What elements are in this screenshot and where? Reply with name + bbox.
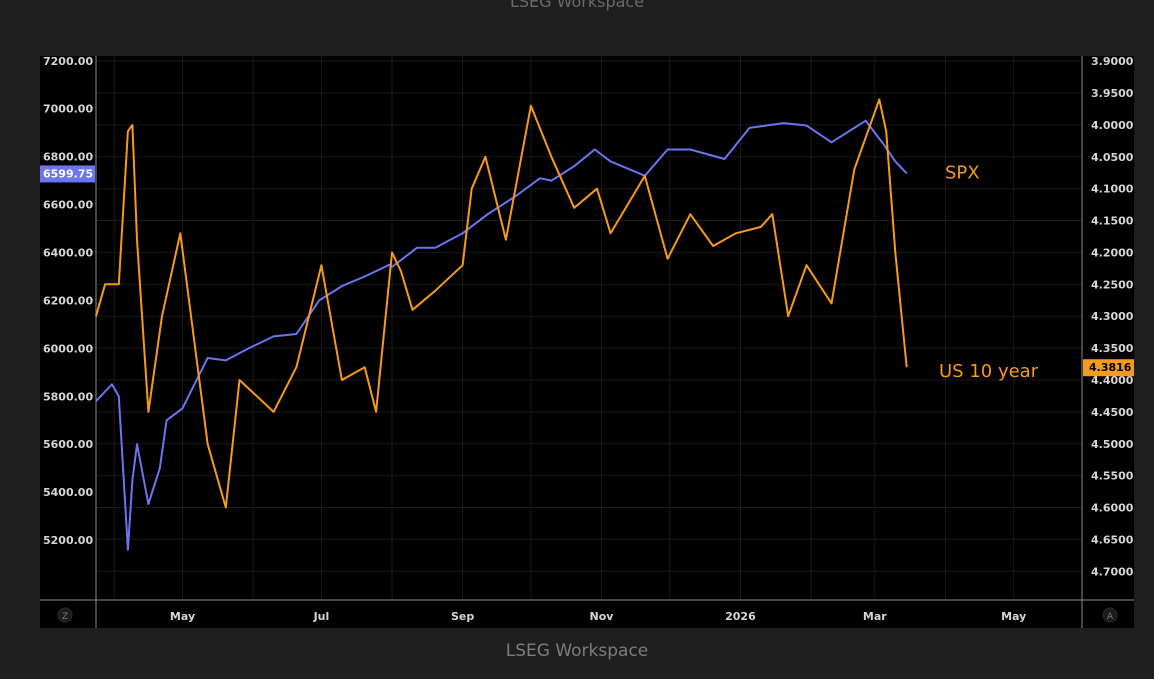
left-axis-tick-label: 6600.00: [43, 199, 93, 212]
zoom-reset-button[interactable]: [57, 607, 73, 623]
x-axis-tick-label: Jul: [313, 610, 330, 623]
series-line-us10y[interactable]: [95, 98, 908, 509]
right-axis-tick-label: 4.4000: [1091, 374, 1134, 387]
left-axis-tick-label: 6200.00: [43, 294, 93, 307]
right-axis-tick-label: 3.9500: [1091, 87, 1134, 100]
right-axis-tick-label: 4.4500: [1091, 406, 1134, 419]
x-axis-tick-label: May: [170, 610, 195, 623]
series-label-us10y: US 10 year: [939, 361, 1039, 382]
watermark-top: LSEG Workspace: [509, 0, 645, 11]
left-axis-tick-label: 7200.00: [43, 56, 93, 68]
right-axis-tick-label: 4.1500: [1091, 215, 1134, 228]
auto-scale-label: A: [1107, 612, 1114, 622]
us10y-last-value-badge: [1083, 359, 1134, 377]
spx-last-value-text: 6599.75: [43, 167, 93, 180]
right-axis-tick-label: 4.1000: [1091, 183, 1134, 196]
right-axis-tick-label: 4.2000: [1091, 246, 1134, 259]
zoom-reset-label: Z: [62, 612, 68, 622]
spx-last-value-badge: [40, 165, 95, 183]
right-axis-tick-label: 4.3500: [1091, 342, 1134, 355]
right-axis-tick-label: 4.6500: [1091, 533, 1134, 546]
watermark-bottom: LSEG Workspace: [505, 641, 649, 661]
right-axis-tick-label: 4.7000: [1091, 565, 1134, 578]
x-axis-tick-label: Mar: [863, 610, 887, 623]
chart-panel[interactable]: 7200.00 7000.00 6800.00 6600.00 6400.00 6200.…: [40, 56, 1134, 628]
right-axis-tick-label: 4.0500: [1091, 151, 1134, 164]
x-axis-tick-label: Sep: [451, 610, 474, 623]
left-axis-tick-label: 7000.00: [43, 103, 93, 116]
right-axis-tick-label: 3.9000: [1091, 56, 1134, 68]
x-axis-tick-label: 2026: [725, 610, 756, 623]
x-axis-tick-label: Nov: [590, 610, 615, 623]
right-axis-tick-label: 4.5500: [1091, 470, 1134, 483]
x-axis-tick-label: May: [1001, 610, 1026, 623]
left-axis-tick-label: 6800.00: [43, 151, 93, 164]
right-axis-tick-label: 4.6000: [1091, 502, 1134, 515]
right-axis-tick-label: 4.5000: [1091, 438, 1134, 451]
us10y-last-value-text: 4.3816: [1089, 361, 1132, 374]
left-axis-tick-label: 6000.00: [43, 342, 93, 355]
left-axis-tick-label: 5200.00: [43, 534, 93, 547]
series-label-spx: SPX: [945, 162, 980, 183]
right-axis-tick-label: 4.2500: [1091, 278, 1134, 291]
series-line-spx[interactable]: [95, 119, 908, 551]
left-axis-tick-label: 6400.00: [43, 247, 93, 260]
left-axis-tick-label: 5600.00: [43, 438, 93, 451]
left-axis-tick-label: 5800.00: [43, 390, 93, 403]
right-axis-tick-label: 4.0000: [1091, 119, 1134, 132]
auto-scale-button[interactable]: [1102, 607, 1118, 623]
chart-svg[interactable]: 7200.00 7000.00 6800.00 6600.00 6400.00 6200.…: [40, 56, 1134, 628]
right-axis-tick-label: 4.3000: [1091, 310, 1134, 323]
left-axis-tick-label: 5400.00: [43, 486, 93, 499]
